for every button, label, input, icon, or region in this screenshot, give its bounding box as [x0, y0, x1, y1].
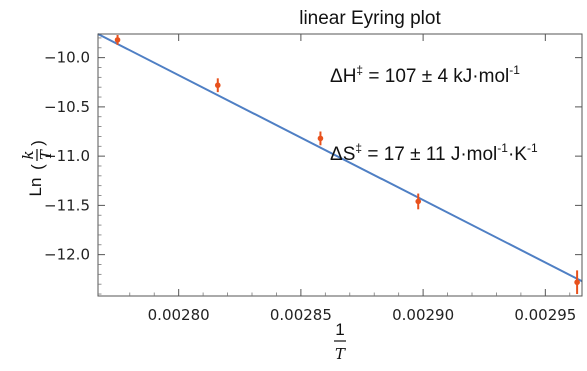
annotation-segment: -1: [509, 63, 520, 77]
y-label-paren-open: (: [28, 164, 47, 170]
x-label-numerator: 1: [335, 320, 344, 339]
annotation-segment: ΔS: [330, 144, 355, 165]
annotations: ΔH‡ = 107 ± 4 kJ·mol-1ΔS‡ = 17 ± 11 J·mo…: [330, 63, 538, 165]
x-tick-label: 0.00285: [270, 306, 332, 324]
annotation-segment: ·K: [508, 144, 527, 165]
annotation-segment: ‡: [355, 141, 362, 155]
y-label-numerator: k: [19, 150, 37, 159]
x-tick-label: 0.00295: [514, 306, 576, 324]
axes: 0.00280 0.00285 0.00290 0.00295 −10.0 −10.5 −1…: [44, 33, 583, 324]
chart-title: linear Eyring plot: [299, 8, 441, 29]
y-tick-label: −12.0: [44, 246, 90, 264]
annotation-segment: = 107 ± 4 kJ·mol: [363, 66, 509, 87]
annotation-entropy: ΔS‡ = 17 ± 11 J·mol-1·K-1: [330, 141, 538, 165]
y-tick-label: −10.5: [44, 98, 90, 116]
annotation-segment: = 17 ± 11 J·mol: [362, 144, 497, 165]
annotation-enthalpy: ΔH‡ = 107 ± 4 kJ·mol-1: [330, 63, 520, 87]
x-axis-label: 1T: [334, 320, 346, 363]
y-label-paren-close: ): [28, 140, 47, 146]
annotation-segment: -1: [497, 141, 508, 155]
fit-line: [97, 33, 583, 283]
y-tick-label: −11.5: [44, 196, 90, 214]
data-point: [214, 82, 221, 89]
x-tick-label: 0.00290: [392, 306, 454, 324]
y-label-prefix: Ln: [26, 178, 45, 197]
plot-area: [97, 33, 583, 295]
annotation-segment: ‡: [356, 63, 363, 77]
data-point: [114, 37, 121, 43]
plot-frame: [97, 33, 583, 297]
x-tick-label: 0.00280: [148, 306, 210, 324]
annotation-segment: ΔH: [330, 66, 356, 87]
annotation-segment: -1: [527, 141, 538, 155]
y-label-denominator: T: [37, 149, 55, 160]
data-point: [317, 135, 324, 142]
y-tick-label: −11.0: [44, 147, 90, 165]
data-point: [415, 198, 422, 205]
y-axis-label: Ln ( k T): [19, 140, 55, 196]
data-point: [574, 279, 580, 286]
y-tick-label: −10.0: [44, 49, 90, 67]
x-label-denominator: T: [335, 345, 346, 363]
